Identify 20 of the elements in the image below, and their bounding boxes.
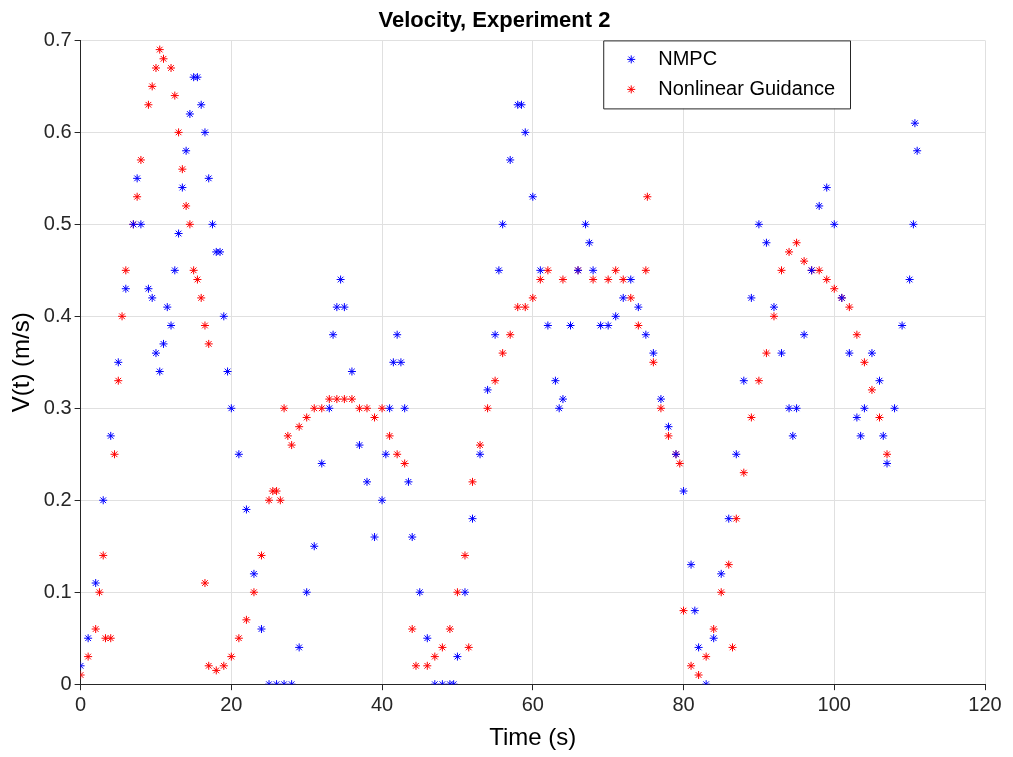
y-tick-label: 0.5 — [43, 211, 72, 234]
x-axis-title: Time (s) — [489, 723, 577, 751]
legend-label: Nonlinear Guidance — [658, 76, 835, 99]
y-tick-label: 0.2 — [43, 487, 72, 510]
x-tick-label: 100 — [817, 692, 851, 715]
y-tick-label: 0.7 — [43, 27, 72, 50]
y-axis-title: V(t) (m/s) — [7, 312, 35, 413]
legend-label: NMPC — [658, 46, 718, 69]
x-tick-label: 120 — [968, 692, 1002, 715]
x-tick-label: 80 — [672, 692, 695, 715]
y-tick-label: 0.6 — [43, 119, 72, 142]
y-tick-label: 0.1 — [43, 579, 72, 602]
x-tick-label: 60 — [521, 692, 544, 715]
y-tick-label: 0.4 — [43, 303, 72, 326]
y-tick-label: 0 — [60, 671, 72, 694]
x-tick-label: 0 — [75, 692, 87, 715]
x-tick-label: 40 — [370, 692, 394, 715]
y-tick-label: 0.3 — [43, 395, 72, 418]
chart-title: Velocity, Experiment 2 — [378, 7, 611, 33]
x-tick-label: 20 — [220, 692, 243, 715]
